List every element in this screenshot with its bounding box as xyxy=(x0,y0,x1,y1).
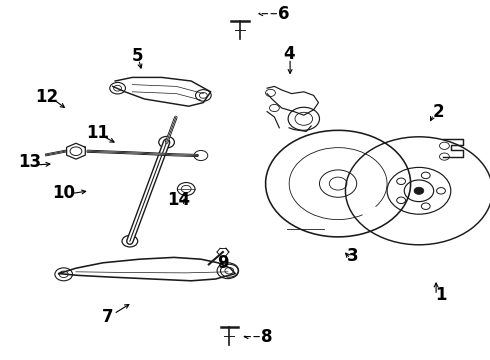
Text: 11: 11 xyxy=(87,124,109,142)
Text: 2: 2 xyxy=(433,103,444,121)
Text: 1: 1 xyxy=(435,286,447,304)
Text: 10: 10 xyxy=(52,184,75,202)
Text: 9: 9 xyxy=(217,254,229,272)
Polygon shape xyxy=(67,143,85,159)
Text: 8: 8 xyxy=(261,328,273,346)
Text: 3: 3 xyxy=(347,247,359,265)
Text: 4: 4 xyxy=(283,45,295,63)
Text: 13: 13 xyxy=(18,153,41,171)
Circle shape xyxy=(414,187,424,194)
Text: 14: 14 xyxy=(167,191,191,209)
Text: 7: 7 xyxy=(102,308,114,326)
Text: 12: 12 xyxy=(35,88,58,106)
Text: 5: 5 xyxy=(131,47,143,65)
Text: 6: 6 xyxy=(278,5,290,23)
